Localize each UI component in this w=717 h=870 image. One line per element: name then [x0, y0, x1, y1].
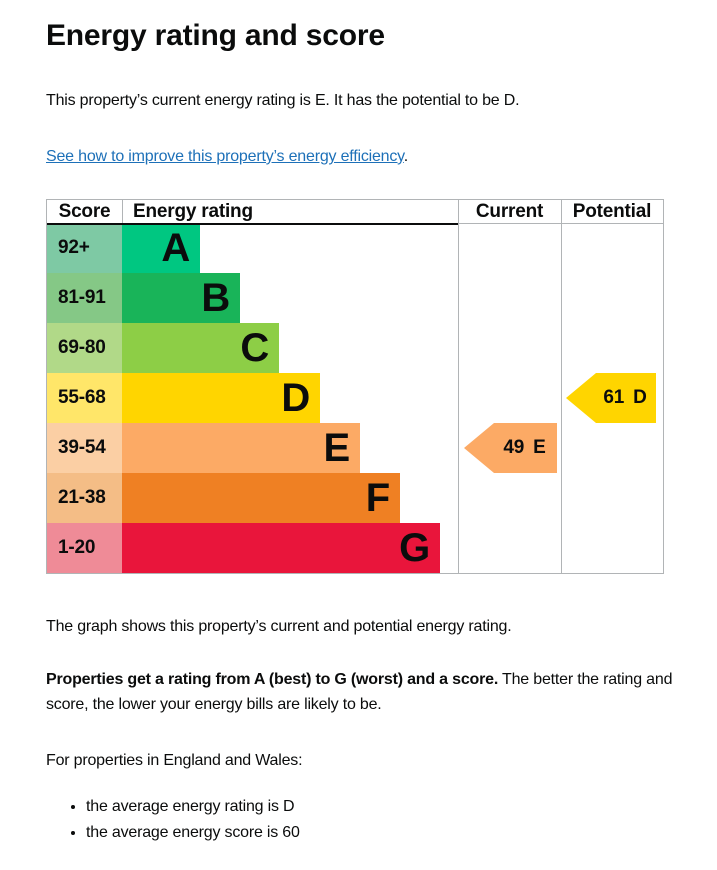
band-bar-f: F	[122, 473, 400, 523]
band-row-f: 21-38 F	[47, 473, 663, 523]
page-title: Energy rating and score	[46, 19, 385, 52]
band-bar-e: E	[122, 423, 360, 473]
rating-explanation-bold: Properties get a rating from A (best) to…	[46, 671, 499, 688]
column-header-potential: Potential	[572, 201, 652, 222]
band-row-c: 69-80 C	[47, 323, 663, 373]
improve-link-line: See how to improve this property’s energ…	[46, 144, 686, 169]
chart-header-row: Score Energy rating Current Potential	[47, 200, 663, 223]
band-row-b: 81-91 B	[47, 273, 663, 323]
band-bar-a: A	[122, 223, 200, 273]
score-range-d: 55-68	[47, 373, 122, 423]
column-header-score: Score	[58, 201, 111, 222]
intro-text: This property’s current energy rating is…	[46, 92, 520, 109]
improve-efficiency-link[interactable]: See how to improve this property’s energ…	[46, 148, 404, 165]
column-header-current: Current	[475, 201, 544, 222]
rating-explanation: Properties get a rating from A (best) to…	[46, 667, 686, 717]
band-row-e: 39-54 E	[47, 423, 663, 473]
score-range-f: 21-38	[47, 473, 122, 523]
average-bullet-1: the average energy rating is D	[86, 794, 666, 820]
energy-rating-chart: Score Energy rating Current Potential 92…	[46, 199, 664, 574]
band-row-d: 55-68 D	[47, 373, 663, 423]
averages-intro: For properties in England and Wales:	[46, 752, 303, 769]
header-underline-gray	[458, 223, 663, 224]
score-column-divider	[122, 200, 123, 223]
current-column-divider	[458, 200, 459, 573]
band-row-g: 1-20 G	[47, 523, 663, 573]
column-header-energy-rating: Energy rating	[133, 201, 253, 222]
potential-column-divider	[561, 200, 562, 573]
band-rows: 92+ A 81-91 B 69-80 C 55-68 D 39-54 E 21-38 F 1-20 G	[47, 223, 663, 573]
link-suffix: .	[403, 148, 409, 165]
score-range-c: 69-80	[47, 323, 122, 373]
score-range-g: 1-20	[47, 523, 122, 573]
score-range-e: 39-54	[47, 423, 122, 473]
graph-caption: The graph shows this property’s current …	[46, 618, 512, 635]
average-bullet-2: the average energy score is 60	[86, 820, 666, 846]
rating-explanation-rest: The better the rating and score, the low…	[46, 671, 673, 713]
header-underline-dark	[47, 223, 458, 225]
band-bar-d: D	[122, 373, 320, 423]
score-range-b: 81-91	[47, 273, 122, 323]
band-row-a: 92+ A	[47, 223, 663, 273]
averages-list: the average energy rating is Dthe averag…	[46, 794, 666, 846]
band-bar-c: C	[122, 323, 279, 373]
score-range-a: 92+	[47, 223, 122, 273]
band-bar-g: G	[122, 523, 440, 573]
energy-certificate-page: Energy rating and score This property’s …	[0, 0, 717, 846]
band-bar-b: B	[122, 273, 240, 323]
